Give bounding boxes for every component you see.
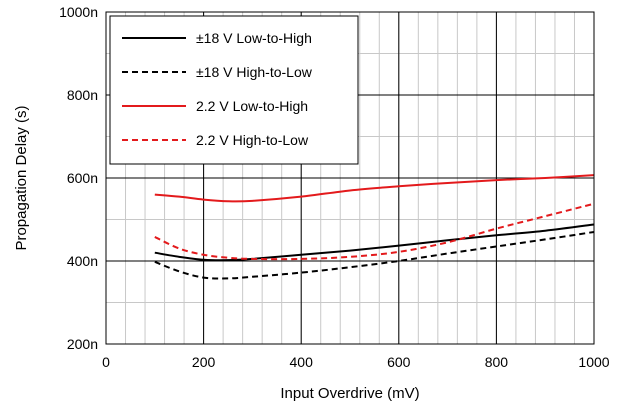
y-tick-labels: 200n 400n 600n 800n 1000n [59,4,98,352]
y-axis-label: Propagation Delay (s) [13,105,30,250]
series-layer [154,174,595,280]
series-line-2 [154,230,595,280]
x-tick-label: 1000 [578,354,609,370]
x-tick-label: 600 [387,354,411,370]
y-tick-label: 800n [67,87,98,103]
y-tick-label: 200n [67,336,98,352]
legend: ±18 V Low-to-High ±18 V High-to-Low 2.2 V … [109,15,359,165]
x-tick-label: 0 [102,354,110,370]
x-tick-label: 200 [192,354,216,370]
y-tick-label: 400n [67,253,98,269]
legend-label-3: 2.2 V Low-to-High [196,98,308,114]
series-line-1 [154,223,595,262]
legend-label-1: ±18 V Low-to-High [196,30,312,46]
legend-label-4: 2.2 V High-to-Low [196,132,309,148]
plot-frame [105,11,595,345]
x-tick-label: 800 [485,354,509,370]
series-line-3 [154,174,595,203]
x-tick-labels: 0 200 400 600 800 1000 [102,354,610,370]
x-axis-label: Input Overdrive (mV) [280,385,419,402]
series-line-4 [154,202,595,261]
legend-box [109,15,359,165]
y-tick-label: 600n [67,170,98,186]
legend-label-2: ±18 V High-to-Low [196,64,313,80]
x-tick-label: 400 [290,354,314,370]
y-tick-label: 1000n [59,4,98,20]
